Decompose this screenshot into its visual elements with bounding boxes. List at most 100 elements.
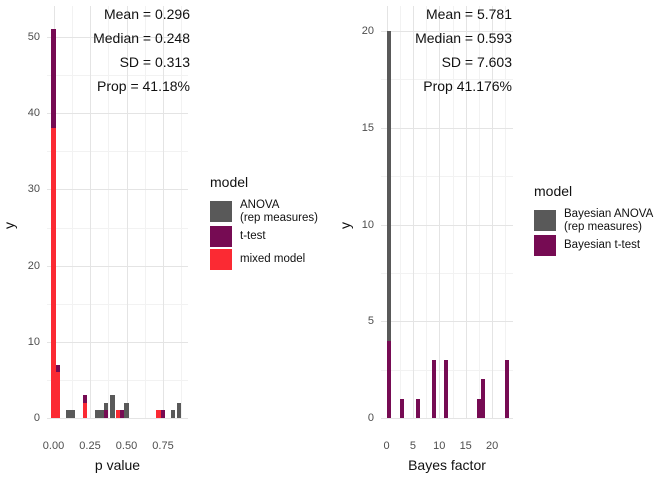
bar-segment-bayesian-anova-rep-measures-	[386, 31, 391, 341]
x-tick-label: 0.50	[115, 440, 138, 452]
x-axis-title-left: p value	[94, 457, 141, 473]
annotation-mean: Mean = 0.296	[103, 6, 190, 22]
gridline-vertical	[144, 6, 146, 418]
bar-segment-anova-rep-measures-	[176, 402, 182, 418]
legend-key-anova	[210, 201, 232, 222]
legend-item-ttest: t-test	[210, 226, 318, 247]
gridline-horizontal	[381, 127, 513, 129]
y-tick-label: 0	[367, 412, 374, 424]
gridline-vertical	[126, 6, 128, 418]
stats-annotation-right: Mean = 5.781 Median = 0.593 SD = 7.603 P…	[415, 2, 512, 98]
gridline-horizontal	[47, 379, 188, 381]
gridline-vertical	[399, 6, 401, 418]
bar-segment-t-test	[103, 410, 109, 418]
legend-title: model	[210, 174, 249, 190]
annotation-median: Median = 0.248	[93, 30, 190, 46]
legend-label-line: Bayesian t-test	[564, 239, 641, 252]
bar-segment-bayesian-t-test	[504, 359, 509, 418]
gridline-horizontal	[381, 79, 513, 81]
gridline-horizontal	[381, 272, 513, 274]
bar-segment-anova-rep-measures-	[70, 410, 75, 418]
x-axis-title-right: Bayes factor	[408, 457, 486, 473]
gridline-vertical	[492, 6, 494, 418]
gridline-horizontal	[47, 37, 188, 38]
gridline-vertical	[478, 6, 480, 418]
gridline-vertical	[108, 6, 110, 418]
gridline-horizontal	[47, 113, 188, 115]
annotation-mean: Mean = 5.781	[425, 6, 512, 22]
legend-label-line: Bayesian ANOVA	[564, 208, 654, 220]
bar-segment-anova-rep-measures-	[95, 410, 100, 418]
x-tick-label: 0	[383, 440, 390, 452]
x-tick-label: 10	[433, 440, 446, 452]
x-tick-label: 0.00	[42, 440, 65, 452]
y-tick-label: 0	[33, 412, 40, 424]
bar-segment-t-test	[51, 29, 56, 129]
legend-item-bayes-anova: Bayesian ANOVA (rep measures)	[534, 208, 653, 233]
y-axis-title-left: y	[1, 222, 17, 229]
gridline-vertical	[505, 6, 507, 418]
bar-segment-anova-rep-measures-	[171, 410, 176, 418]
gridline-vertical	[465, 6, 467, 418]
bar-segment-mixed-model	[115, 410, 120, 418]
legend-left: model ANOVA (rep measures) t-test mixed …	[210, 174, 318, 272]
bar-segment-bayesian-t-test	[476, 398, 481, 418]
annotation-sd: SD = 0.313	[119, 54, 190, 70]
legend-key-mixed-model	[210, 249, 232, 270]
gridline-vertical	[163, 6, 164, 418]
legend-title: model	[534, 183, 573, 199]
gridline-vertical	[71, 6, 73, 418]
bar-segment-mixed-model	[156, 410, 161, 418]
legend-key-bayes-ttest	[534, 235, 556, 256]
y-tick-label: 20	[361, 25, 374, 37]
x-tick-label: 0.75	[152, 440, 174, 452]
x-tick-label: 15	[459, 440, 472, 452]
bar-segment-mixed-model	[51, 128, 56, 418]
legend-item-mixed-model: mixed model	[210, 249, 318, 270]
annotation-prop: Prop 41.176%	[423, 78, 512, 94]
y-tick-label: 15	[361, 121, 374, 134]
y-axis-title-right: y	[337, 222, 353, 229]
gridline-horizontal	[47, 227, 188, 229]
x-tick-label: 0.25	[79, 440, 101, 452]
bar-segment-bayesian-t-test	[400, 398, 405, 418]
x-tick-label: 20	[485, 440, 499, 452]
gridline-horizontal	[47, 341, 188, 343]
y-tick-label: 20	[27, 259, 40, 272]
y-tick-label: 50	[27, 31, 40, 43]
legend-label-line: ANOVA	[240, 199, 280, 211]
annotation-prop: Prop = 41.18%	[96, 78, 190, 94]
gridline-horizontal	[381, 31, 513, 32]
bar-segment-bayesian-t-test	[443, 359, 448, 418]
gridline-horizontal	[47, 189, 188, 191]
bar-segment-t-test	[82, 395, 88, 403]
legend-label-line: mixed model	[240, 253, 306, 266]
bar-segment-anova-rep-measures-	[65, 410, 71, 418]
gridline-horizontal	[47, 418, 188, 419]
gridline-horizontal	[47, 265, 188, 267]
gridline-horizontal	[381, 321, 513, 323]
y-tick-label: 40	[27, 107, 40, 120]
bar-segment-mixed-model	[55, 372, 61, 418]
y-tick-label: 10	[27, 335, 40, 348]
gridline-horizontal	[47, 303, 188, 305]
gridline-horizontal	[381, 224, 513, 226]
bar-segment-bayesian-t-test	[432, 359, 437, 418]
annotation-median: Median = 0.593	[415, 30, 512, 46]
x-tick-label: 5	[409, 440, 416, 452]
bar-segment-anova-rep-measures-	[99, 410, 104, 418]
bar-segment-anova-rep-measures-	[124, 402, 129, 418]
legend-label-line: t-test	[240, 230, 266, 243]
gridline-horizontal	[47, 151, 188, 153]
y-tick-label: 10	[361, 218, 374, 231]
gridline-vertical	[439, 6, 441, 418]
gridline-horizontal	[381, 418, 513, 419]
bar-segment-t-test	[119, 410, 125, 418]
legend-right: model Bayesian ANOVA (rep measures) Baye…	[534, 183, 653, 258]
bar-segment-bayesian-t-test	[386, 340, 391, 418]
gridline-horizontal	[381, 176, 513, 178]
gridline-vertical	[181, 6, 183, 418]
legend-key-ttest	[210, 226, 232, 247]
legend-label-line: (rep measures)	[240, 211, 318, 224]
